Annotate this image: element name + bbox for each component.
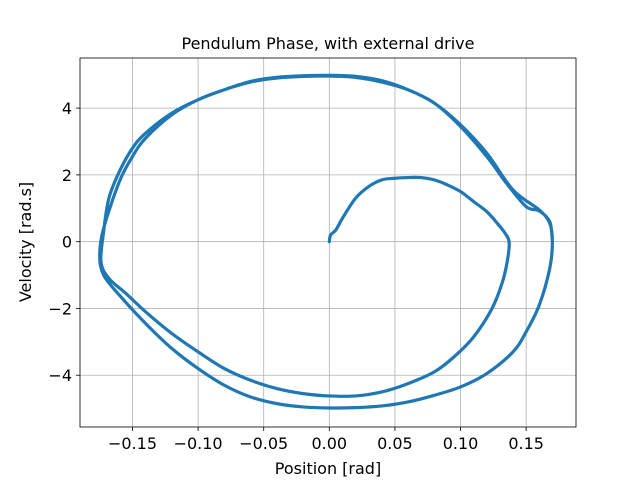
data-layer (98, 73, 554, 410)
x-tick-label: −0.05 (239, 434, 288, 453)
x-tick-label: 0.15 (508, 434, 544, 453)
x-tick-label: −0.15 (108, 434, 157, 453)
y-tick-label: 4 (62, 99, 72, 118)
y-tick-label: 0 (62, 233, 72, 252)
x-axis-label: Position [rad] (275, 459, 381, 478)
x-tick-label: 0.00 (311, 434, 347, 453)
y-tick-label: −4 (48, 366, 72, 385)
y-tick-label: −2 (48, 299, 72, 318)
tick-layer: −0.15 −0.10 −0.05 0.00 0.05 0.10 0.15 −4 −2 0 2 4 (48, 99, 544, 453)
x-tick-label: −0.10 (174, 434, 223, 453)
plot-frame (79, 57, 577, 428)
x-tick-label: 0.10 (443, 434, 479, 453)
phase-trajectory-line (98, 73, 554, 410)
x-tick-label: 0.05 (377, 434, 413, 453)
y-axis-label: Velocity [rad.s] (16, 182, 35, 302)
y-tick-label: 2 (62, 166, 72, 185)
chart-title: Pendulum Phase, with external drive (181, 34, 474, 53)
